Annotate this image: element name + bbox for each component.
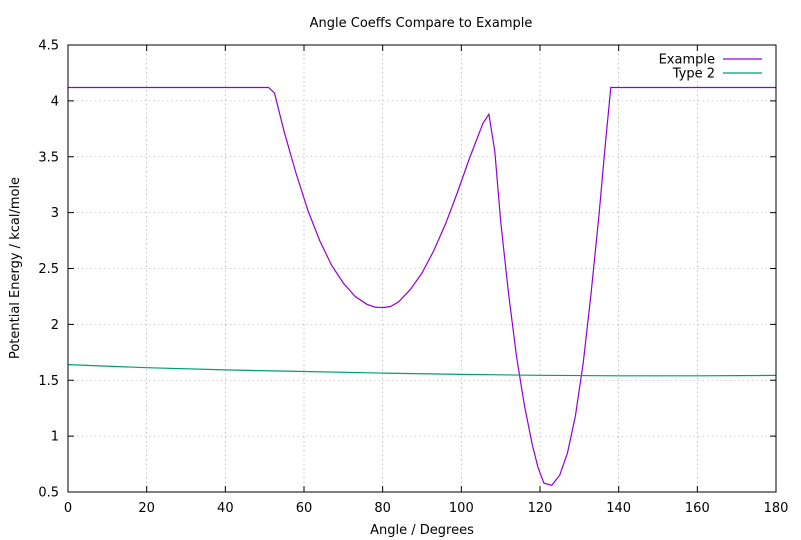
x-tick-label: 120: [528, 501, 553, 516]
legend-label-example: Example: [659, 53, 715, 68]
series-line-example: [68, 86, 776, 486]
x-tick-label: 140: [606, 501, 631, 516]
y-tick-label: 4.5: [38, 39, 59, 54]
chart-title: Angle Coeffs Compare to Example: [310, 16, 533, 31]
y-tick-label: 2.5: [38, 262, 59, 277]
legend-label-type-2: Type 2: [672, 67, 715, 82]
y-tick-label: 4: [51, 94, 59, 109]
x-axis-label: Angle / Degrees: [370, 523, 474, 538]
plot-frame: [67, 44, 777, 493]
plot-series: [67, 86, 777, 486]
y-tick-label: 1: [51, 430, 59, 445]
x-tick-label: 100: [449, 501, 474, 516]
x-tick-label: 180: [764, 501, 789, 516]
y-tick-label: 3: [51, 206, 59, 221]
y-tick-label: 0.5: [38, 486, 59, 501]
axis-ticks: 0 20 40 60 80 100 120 140 160 180 0.5 1 1.5 2 2.5 3 3.5 4…: [38, 39, 788, 517]
series-line-type-2: [67, 364, 777, 377]
x-tick-label: 0: [64, 501, 72, 516]
x-tick-label: 40: [217, 501, 234, 516]
y-tick-label: 3.5: [38, 150, 59, 165]
y-tick-label: 1.5: [38, 374, 59, 389]
grid-lines: [68, 45, 776, 492]
x-tick-label: 80: [374, 501, 391, 516]
x-tick-label: 60: [296, 501, 313, 516]
x-tick-label: 20: [138, 501, 155, 516]
y-axis-label: Potential Energy / kcal/mole: [8, 177, 23, 359]
y-tick-label: 2: [51, 318, 59, 333]
x-tick-label: 160: [685, 501, 710, 516]
